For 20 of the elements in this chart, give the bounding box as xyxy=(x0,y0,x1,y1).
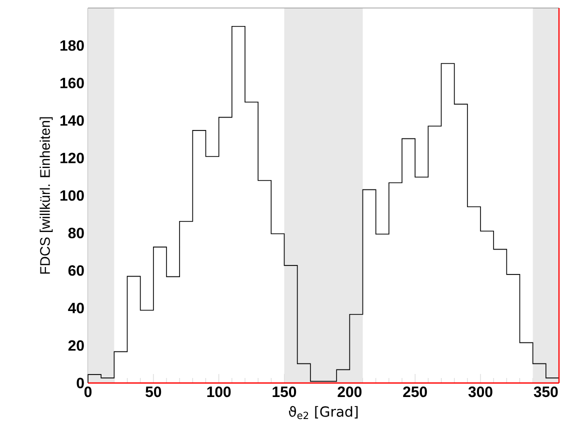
y-tick-label: 180 xyxy=(60,40,84,51)
y-tick-label: 0 xyxy=(76,378,84,388)
x-tick-label: 100 xyxy=(207,386,231,398)
y-tick-label: 80 xyxy=(68,228,84,238)
x-tick-label: 150 xyxy=(272,386,296,398)
x-tick-label: 0 xyxy=(84,386,92,398)
x-tick-label: 350 xyxy=(534,386,558,398)
y-tick-label: 20 xyxy=(68,340,84,351)
x-tick-label: 300 xyxy=(468,386,492,398)
y-tick-label: 60 xyxy=(68,265,84,276)
x-tick-label: 50 xyxy=(146,386,162,398)
y-tick-label: 120 xyxy=(60,152,84,164)
y-tick-label: 160 xyxy=(60,78,84,88)
y-tick-label: 140 xyxy=(60,115,84,126)
y-tick-label: 100 xyxy=(60,190,84,201)
x-tick-label: 200 xyxy=(338,386,362,398)
x-axis-title: ϑ$_{e2}$ [Grad] xyxy=(288,406,358,420)
y-tick-label: 40 xyxy=(68,302,84,314)
x-tick-label: 250 xyxy=(403,386,427,398)
y-axis-title: FDCS [willkürl. Einheiten] xyxy=(40,117,53,274)
